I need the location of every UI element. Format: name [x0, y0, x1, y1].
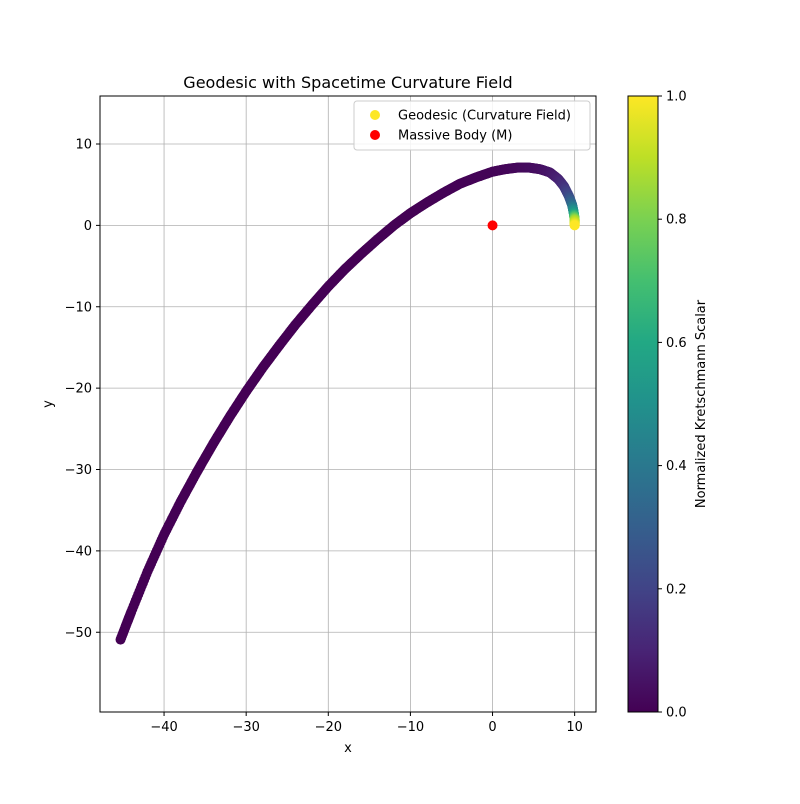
x-tick-label: 0 — [488, 720, 496, 735]
x-axis-label: x — [344, 741, 352, 756]
colorbar-tick-label: 0.0 — [666, 706, 687, 721]
geodesic-trajectory — [115, 162, 580, 645]
x-tick-label: −40 — [150, 720, 177, 735]
geodesic-point — [372, 234, 383, 245]
y-axis-ticks: −50 −40 −30 −20 −10 0 10 — [65, 138, 100, 641]
y-tick-label: −50 — [65, 626, 92, 641]
colorbar-tick-label: 0.8 — [666, 213, 687, 228]
y-tick-label: 10 — [75, 138, 92, 153]
geodesic-point — [569, 220, 580, 231]
legend-label-massive-body: Massive Body (M) — [398, 129, 512, 144]
y-tick-label: −20 — [65, 382, 92, 397]
geodesic-point — [323, 281, 334, 292]
x-tick-label: 10 — [566, 720, 583, 735]
y-tick-label: −40 — [65, 544, 92, 559]
x-axis-ticks: −40 −30 −20 −10 0 10 — [150, 712, 583, 735]
colorbar: 0.0 0.2 0.4 0.6 0.8 1.0 Normalized Kretschman… — [627, 90, 709, 721]
y-tick-label: −30 — [65, 463, 92, 478]
massive-body-series — [487, 220, 498, 231]
legend-label-geodesic: Geodesic (Curvature Field) — [398, 109, 571, 124]
colorbar-tick-label: 0.6 — [666, 336, 687, 351]
y-tick-label: −10 — [65, 300, 92, 315]
y-axis-label: y — [41, 400, 56, 408]
legend-marker-massive-body — [370, 130, 380, 140]
massive-body-point — [487, 220, 498, 231]
legend: Geodesic (Curvature Field) Massive Body … — [353, 100, 591, 151]
x-tick-label: −30 — [232, 720, 259, 735]
x-tick-label: −10 — [397, 720, 424, 735]
chart-title: Geodesic with Spacetime Curvature Field — [183, 73, 512, 92]
colorbar-tick-label: 0.2 — [666, 582, 687, 597]
y-tick-label: 0 — [84, 219, 92, 234]
colorbar-ticks: 0.0 0.2 0.4 0.6 0.8 1.0 — [658, 90, 687, 721]
colorbar-label: Normalized Kretschmann Scalar — [694, 299, 709, 508]
x-tick-label: −20 — [315, 720, 342, 735]
plot-frame — [99, 95, 597, 713]
colorbar-tick-label: 1.0 — [666, 90, 687, 105]
legend-box — [353, 100, 591, 151]
grid-lines — [100, 96, 596, 712]
geodesic-point — [115, 634, 126, 645]
colorbar-tick-label: 0.4 — [666, 459, 687, 474]
legend-marker-geodesic — [370, 110, 380, 120]
colorbar-gradient — [627, 95, 659, 713]
